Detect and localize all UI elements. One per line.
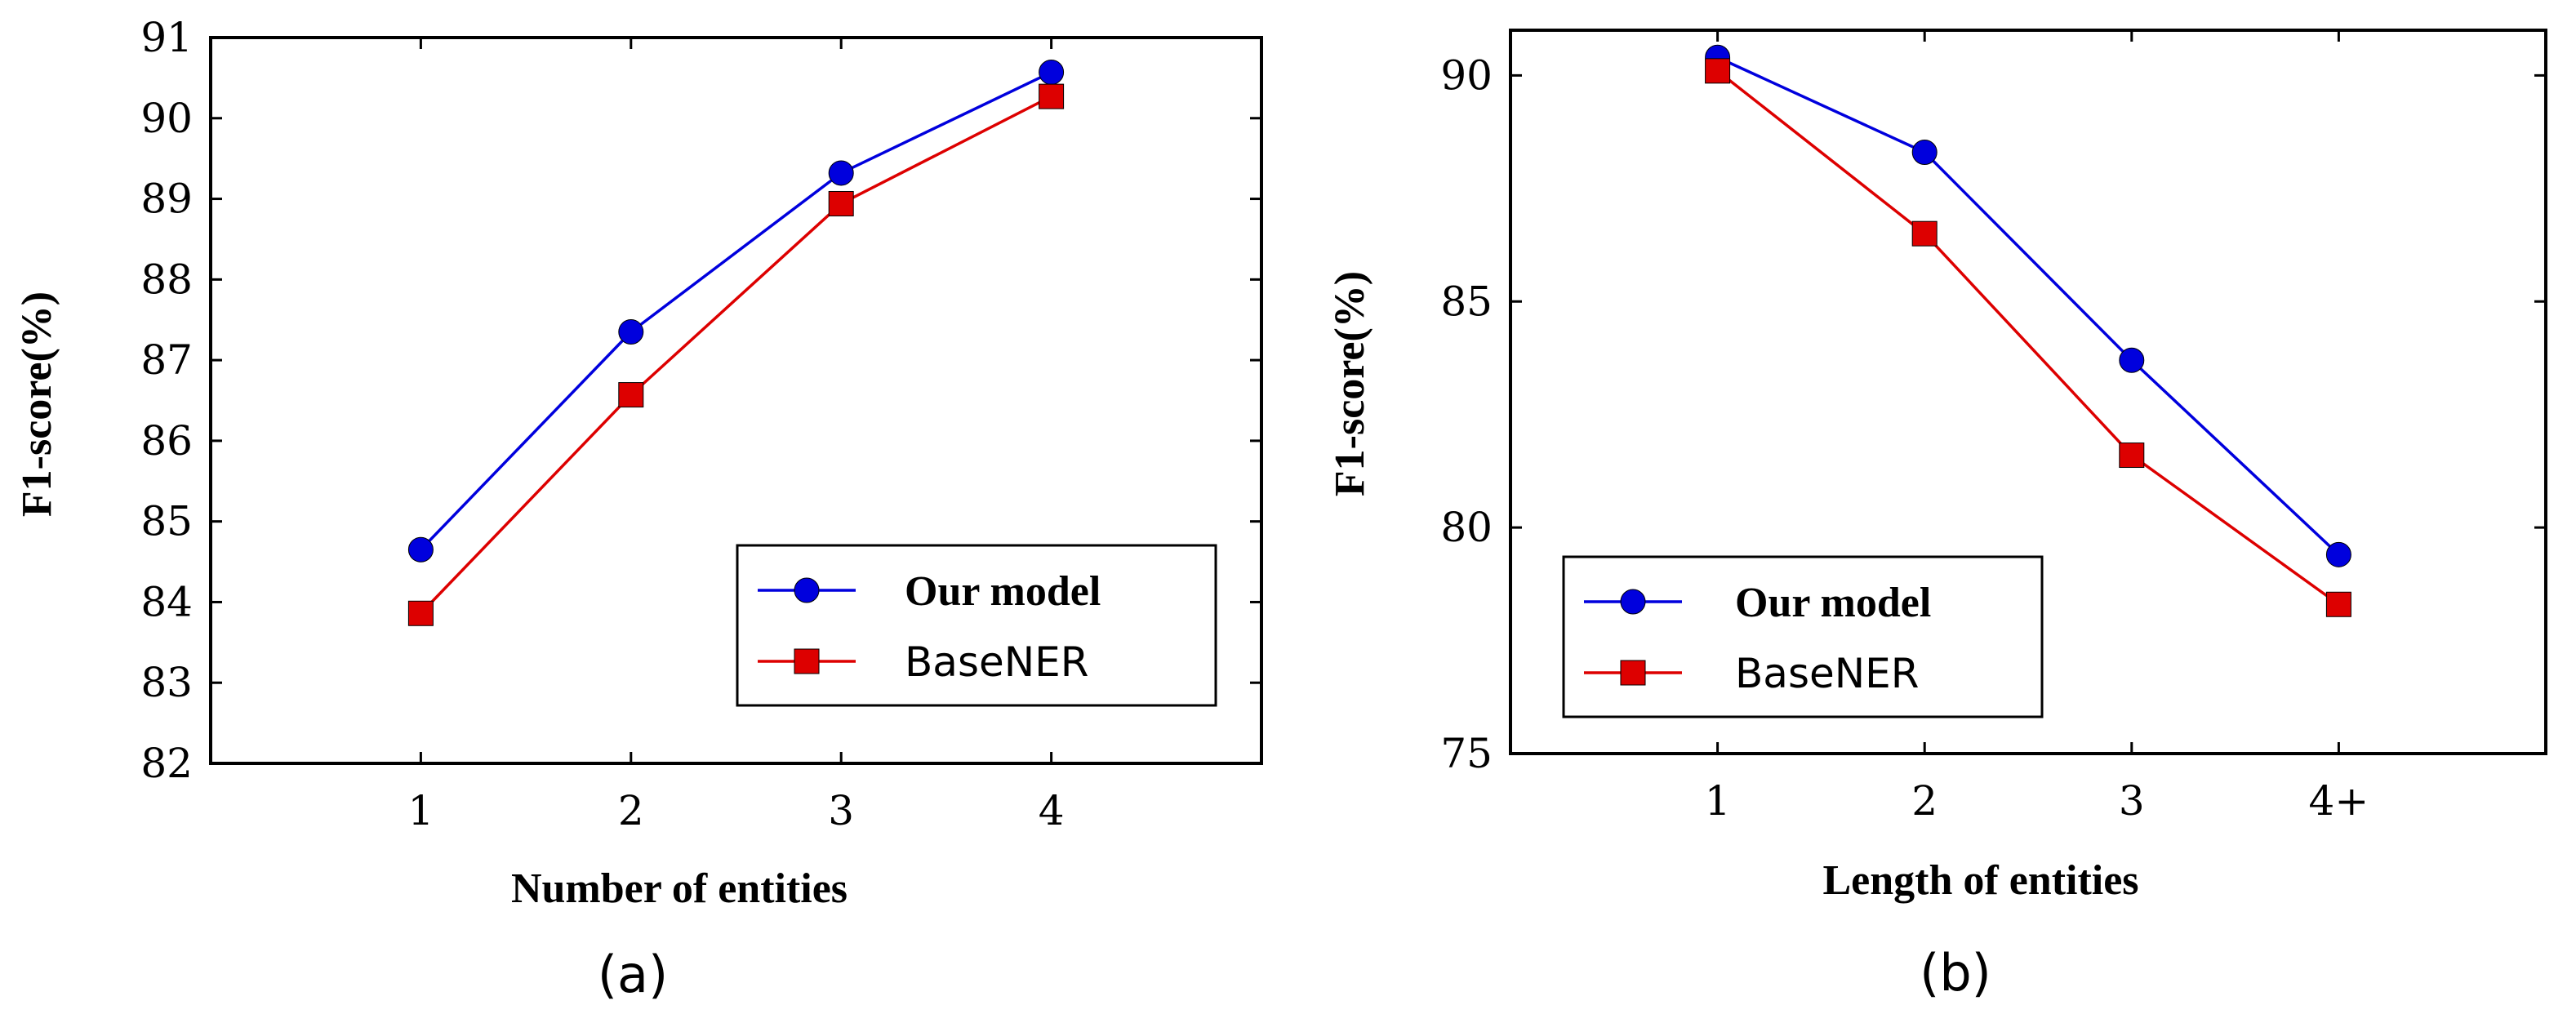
y-tick-label: 80 (1440, 504, 1493, 551)
plot-area-frame (1509, 29, 2547, 755)
data-point-square (2325, 591, 2351, 617)
chart-a: 82 83 84 85 86 87 88 89 90 91 1 2 3 4 F1-score(%) Numbe… (14, 14, 1263, 1004)
legend-label: BaseNER (1735, 650, 1920, 697)
y-tick-label: 85 (1440, 278, 1493, 325)
data-point-circle (2119, 347, 2145, 373)
x-axis-label: Number of entities (511, 865, 848, 912)
data-point-square (1911, 220, 1938, 247)
data-point-square (1039, 83, 1065, 109)
data-point-circle (1911, 140, 1938, 166)
legend-box (1562, 555, 2044, 718)
legend-label: Our model (905, 568, 1101, 615)
data-point-circle (618, 319, 644, 345)
x-tick-label: 4 (1039, 787, 1065, 834)
data-point-square (407, 600, 434, 626)
y-tick-label: 75 (1440, 730, 1493, 777)
y-tick-label: 91 (140, 14, 193, 61)
x-tick-label: 4+ (2309, 777, 2369, 825)
x-tick-label: 3 (2119, 777, 2145, 825)
legend-square-icon (794, 648, 820, 674)
data-point-circle (1039, 59, 1065, 85)
legend-label: BaseNER (905, 638, 1089, 686)
y-axis-label: F1-score(%) (1327, 271, 1373, 496)
chart-b: 75 80 85 90 1 2 3 4+ F1-score(%) Length of entiti… (1327, 29, 2547, 1003)
series-line-1 (1716, 69, 2340, 606)
x-tick-label: 2 (618, 787, 644, 834)
x-axis-label: Length of entities (1822, 857, 2138, 904)
data-point-square (618, 382, 644, 408)
series-line-1 (420, 95, 1052, 615)
y-tick-label: 85 (140, 498, 193, 545)
legend: Our model BaseNER (1562, 555, 2044, 718)
y-tick-label: 87 (140, 336, 193, 384)
y-tick-label: 84 (140, 578, 193, 625)
data-point-square (828, 190, 854, 216)
data-point-square (1705, 58, 1731, 84)
x-tick-label: 3 (828, 787, 854, 834)
x-tick-label: 1 (1705, 777, 1731, 825)
y-tick-label: 86 (140, 417, 193, 465)
legend-circle-icon (1620, 589, 1646, 615)
legend-box (736, 544, 1217, 707)
legend: Our model BaseNER (736, 544, 1217, 707)
series-line-0 (420, 70, 1052, 551)
y-tick-label: 90 (140, 95, 193, 142)
panel-caption: (b) (1920, 943, 1991, 1003)
y-tick-label: 90 (1440, 51, 1493, 99)
panel-caption: (a) (598, 945, 668, 1004)
legend-circle-icon (794, 577, 820, 603)
data-point-circle (407, 536, 434, 563)
data-point-square (2119, 443, 2145, 469)
legend-square-icon (1620, 660, 1646, 686)
y-tick-label: 89 (140, 176, 193, 223)
series-line-0 (1716, 56, 2340, 556)
x-tick-label: 2 (1911, 777, 1938, 825)
y-tick-label: 82 (140, 740, 193, 787)
y-tick-label: 88 (140, 256, 193, 303)
y-tick-label: 83 (140, 659, 193, 706)
x-tick-label: 1 (407, 787, 434, 834)
data-point-circle (828, 160, 854, 186)
y-axis-label: F1-score(%) (14, 291, 60, 517)
data-point-circle (2325, 541, 2351, 567)
legend-label: Our model (1735, 580, 1931, 626)
plot-area-frame (209, 36, 1263, 765)
